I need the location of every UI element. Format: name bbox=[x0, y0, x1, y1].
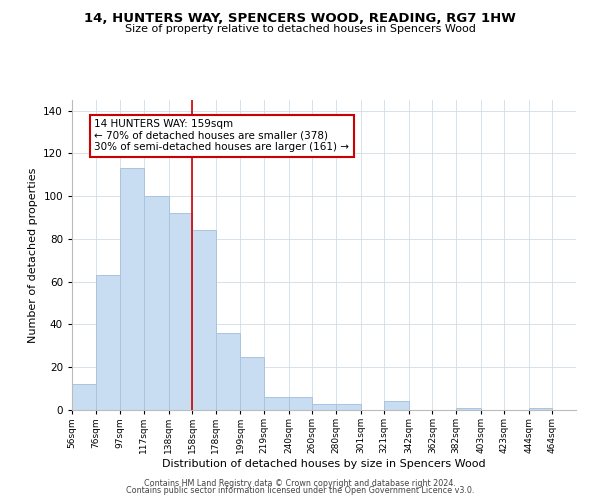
Bar bbox=[241, 356, 264, 410]
Text: 14, HUNTERS WAY, SPENCERS WOOD, READING, RG7 1HW: 14, HUNTERS WAY, SPENCERS WOOD, READING,… bbox=[84, 12, 516, 26]
Bar bbox=[95, 276, 120, 410]
Bar bbox=[529, 408, 553, 410]
Bar bbox=[72, 384, 95, 410]
Bar bbox=[456, 408, 481, 410]
Text: Size of property relative to detached houses in Spencers Wood: Size of property relative to detached ho… bbox=[125, 24, 475, 34]
Bar bbox=[169, 214, 192, 410]
Text: Contains public sector information licensed under the Open Government Licence v3: Contains public sector information licen… bbox=[126, 486, 474, 495]
Bar bbox=[289, 397, 312, 410]
Bar bbox=[312, 404, 336, 410]
Y-axis label: Number of detached properties: Number of detached properties bbox=[28, 168, 38, 342]
Bar bbox=[336, 404, 361, 410]
Text: 14 HUNTERS WAY: 159sqm
← 70% of detached houses are smaller (378)
30% of semi-de: 14 HUNTERS WAY: 159sqm ← 70% of detached… bbox=[94, 119, 349, 152]
Bar bbox=[384, 402, 409, 410]
Bar bbox=[215, 333, 241, 410]
Text: Contains HM Land Registry data © Crown copyright and database right 2024.: Contains HM Land Registry data © Crown c… bbox=[144, 478, 456, 488]
Bar bbox=[144, 196, 169, 410]
X-axis label: Distribution of detached houses by size in Spencers Wood: Distribution of detached houses by size … bbox=[162, 459, 486, 469]
Bar bbox=[192, 230, 215, 410]
Bar bbox=[120, 168, 144, 410]
Bar bbox=[264, 397, 289, 410]
